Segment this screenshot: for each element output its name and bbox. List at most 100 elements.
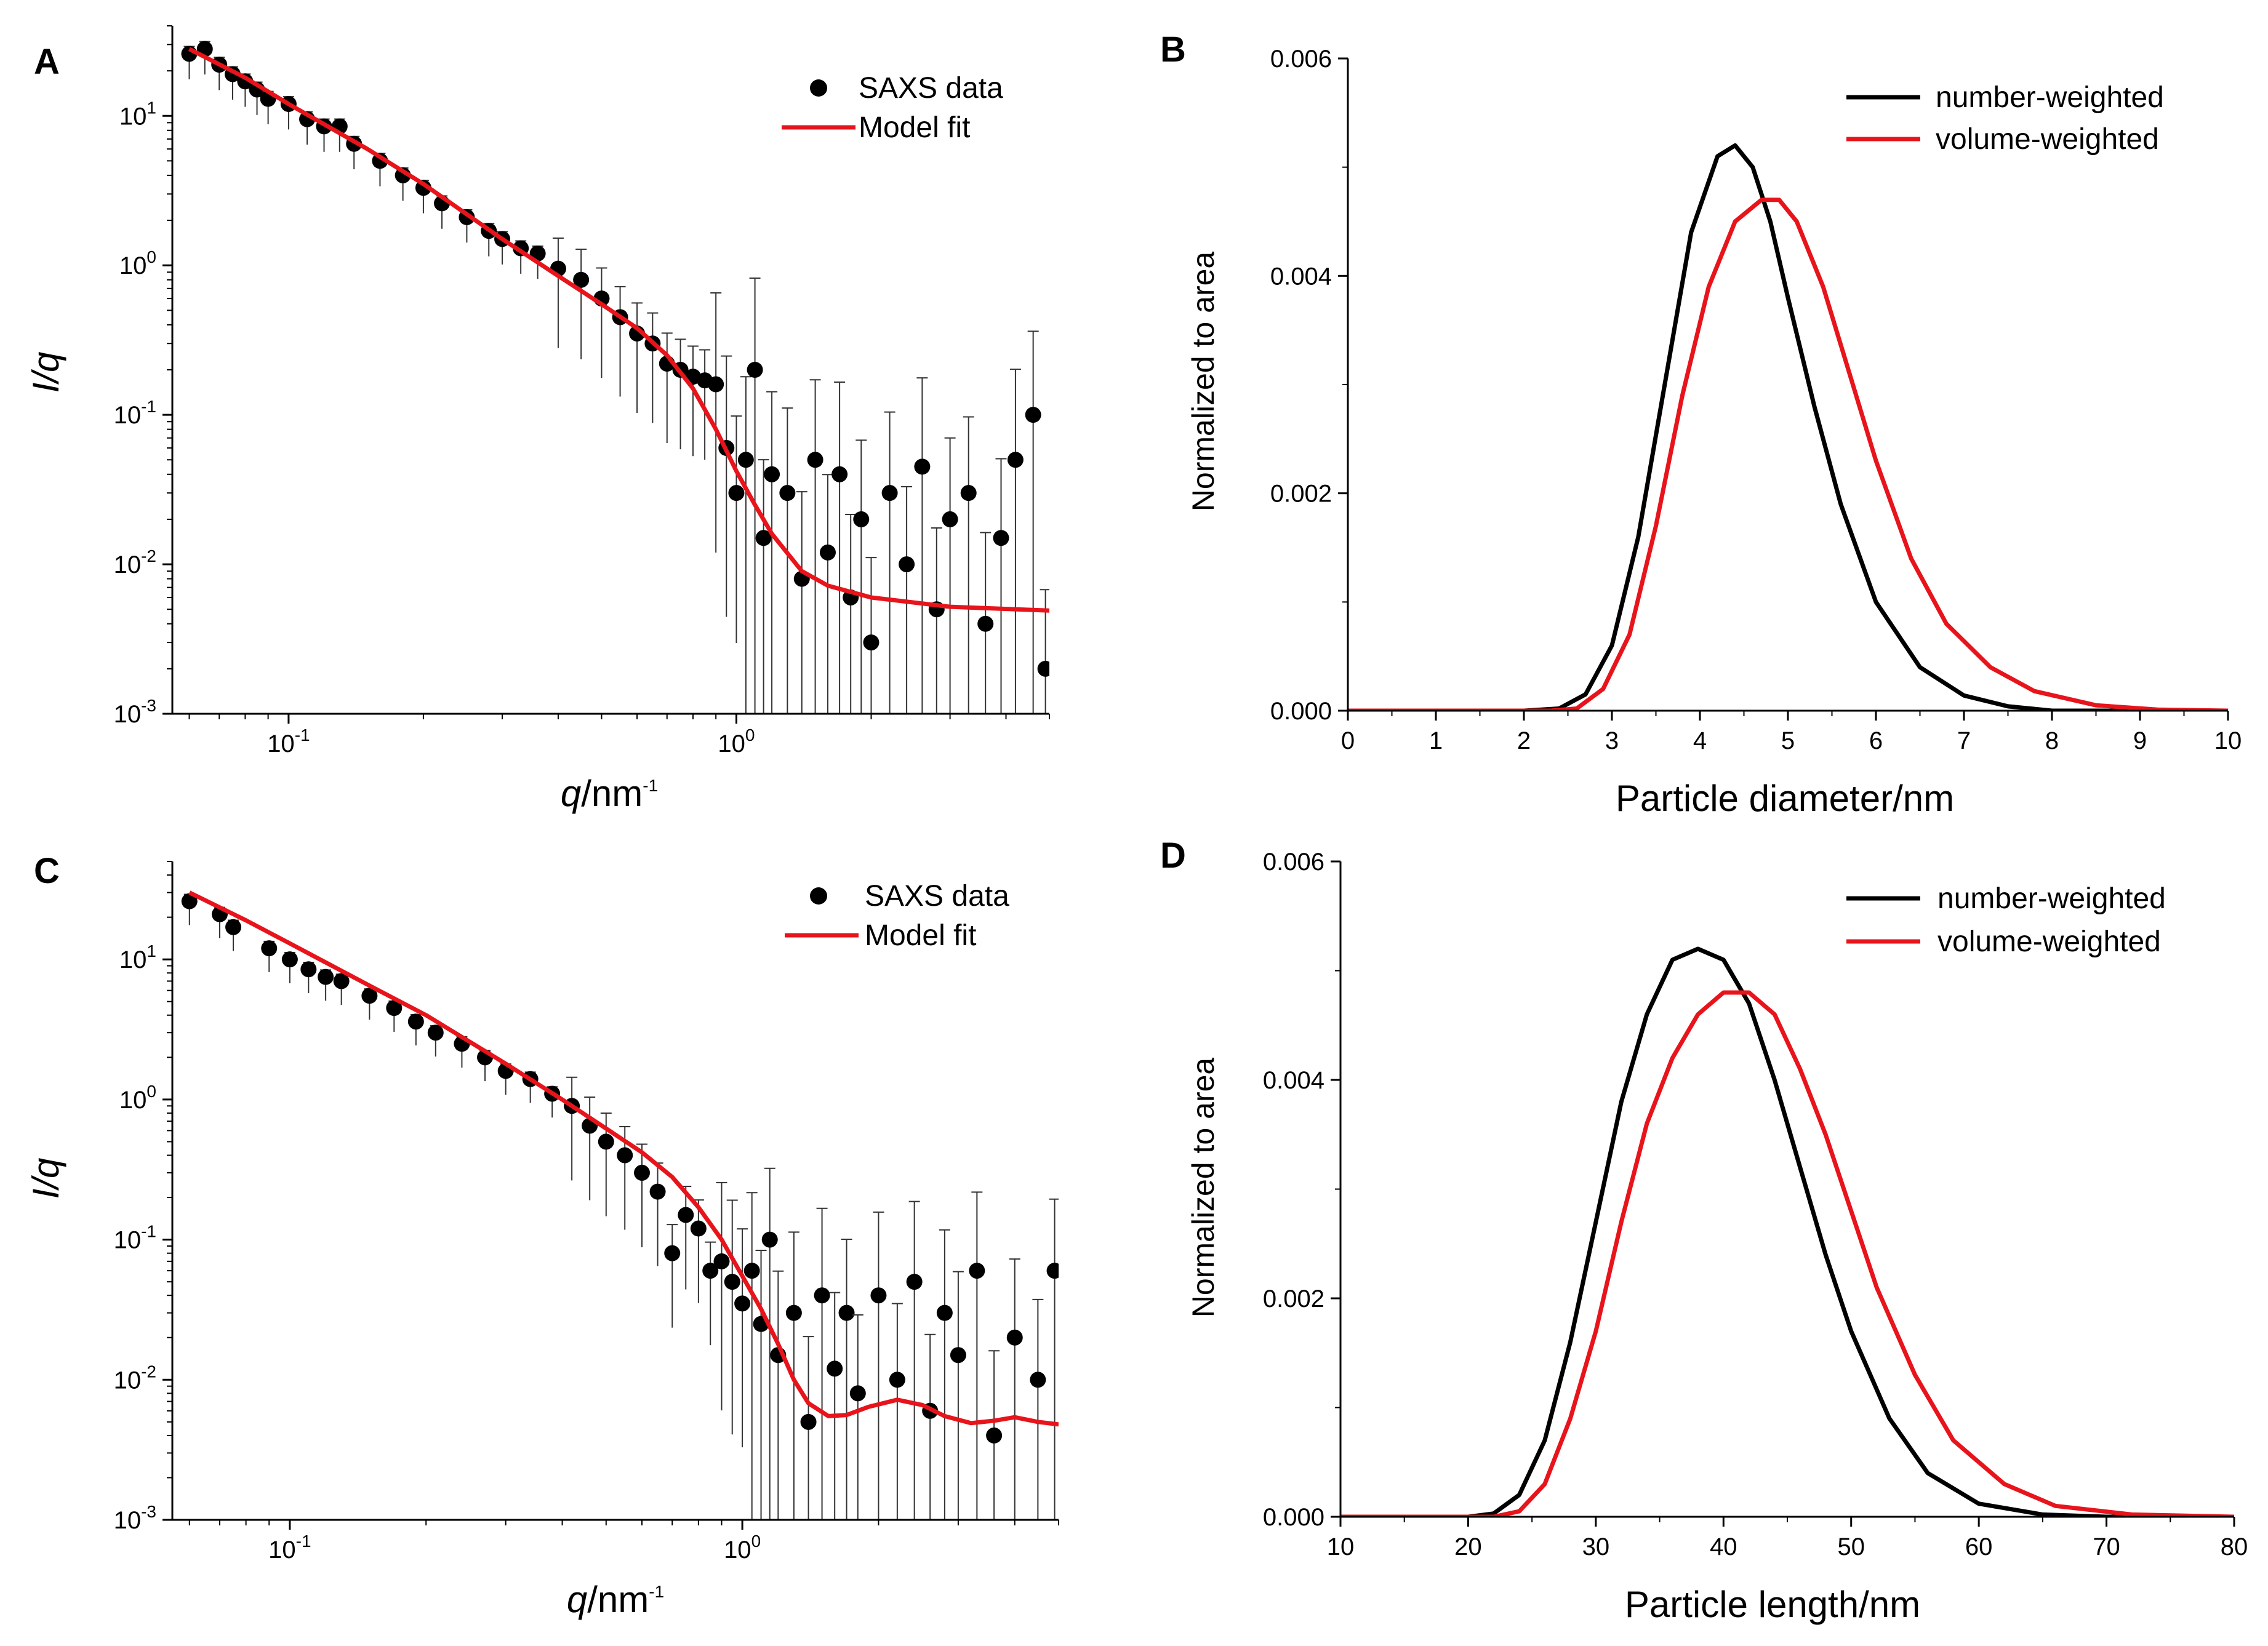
data-point: [181, 893, 198, 909]
plot-area: [1348, 143, 2228, 711]
x-axis-title-d: Particle length/nm: [1625, 1584, 1920, 1625]
x-axis-title-a: q/nm-1: [561, 773, 658, 814]
data-point: [863, 634, 880, 651]
data-point: [617, 1147, 633, 1164]
panel-letter-c: C: [34, 851, 60, 891]
x-tick-label: 100: [718, 725, 755, 757]
data-point: [831, 466, 848, 482]
x-tick-label: 10: [1327, 1533, 1355, 1560]
data-point: [1025, 407, 1041, 423]
data-point: [737, 452, 754, 468]
data-point: [800, 1413, 817, 1430]
data-point: [853, 511, 870, 527]
data-point: [881, 485, 898, 501]
y-tick-label: 0.006: [1270, 46, 1332, 73]
data-point: [1030, 1372, 1046, 1388]
data-point: [633, 1164, 650, 1181]
data-point: [849, 1385, 866, 1402]
legend-a: SAXS data Model fit: [782, 72, 1003, 144]
data-point: [960, 485, 977, 501]
volume-weighted-line: [1348, 198, 2228, 711]
x-tick-label: 9: [2133, 727, 2147, 754]
data-point: [1006, 1329, 1023, 1346]
model-fit-line: [188, 47, 1049, 613]
panel-d: D 10 20 30 40 50 60 70 80 0.000 0.002 0.004 0.006 n…: [1160, 836, 2248, 1625]
data-point: [761, 1231, 778, 1248]
x-tick-label: 60: [1965, 1533, 1993, 1560]
data-point: [598, 1133, 614, 1150]
panel-a: A 10-1 100 10-3 10-2 10-1 100 101 SAXS data Mo…: [25, 25, 1050, 814]
y-axis-title-d: Normalized to area: [1186, 1058, 1220, 1318]
x-axis-title-c: q/nm-1: [567, 1579, 664, 1620]
data-point: [986, 1427, 1003, 1444]
y-tick-label: 10-1: [114, 1222, 156, 1254]
y-tick-label: 10-3: [114, 1502, 156, 1534]
data-point: [743, 1263, 760, 1279]
legend-c: SAXS data Model fit: [785, 880, 1009, 952]
legend-entry-model-fit: Model fit: [865, 919, 976, 952]
y-tick-label: 10-2: [114, 546, 156, 578]
data-point: [1046, 1263, 1059, 1279]
number-weighted-line: [1348, 143, 2228, 711]
panel-letter-b: B: [1160, 30, 1186, 70]
plot-area: [1340, 946, 2234, 1517]
data-point: [747, 362, 763, 378]
x-tick-label: 30: [1582, 1533, 1610, 1560]
x-tick-label: 100: [724, 1532, 761, 1564]
data-point: [838, 1304, 855, 1321]
data-point: [333, 973, 350, 989]
x-tick-label: 5: [1781, 727, 1795, 754]
legend-entry-volume-weighted: volume-weighted: [1936, 123, 2159, 156]
legend-entry-model-fit: Model fit: [859, 111, 970, 144]
y-axis-title-b: Normalized to area: [1186, 252, 1220, 512]
data-point: [300, 961, 317, 978]
model-fit-line: [188, 890, 1059, 1427]
x-tick-label: 8: [2045, 727, 2059, 754]
data-point: [942, 511, 958, 527]
x-tick-label: 80: [2221, 1533, 2248, 1560]
x-tick-label: 3: [1605, 727, 1619, 754]
plot-area: [181, 890, 1059, 1520]
data-point: [702, 1263, 719, 1279]
data-point: [889, 1372, 905, 1388]
y-tick-label: 10-3: [114, 696, 156, 728]
data-point: [407, 1013, 424, 1030]
data-point: [713, 1253, 730, 1269]
data-point: [785, 1304, 802, 1321]
data-point: [814, 1287, 830, 1304]
x-axis-title-b: Particle diameter/nm: [1616, 778, 1954, 819]
legend-entry-volume-weighted: volume-weighted: [1937, 925, 2161, 958]
panel-letter-d: D: [1160, 836, 1186, 876]
y-tick-label: 10-1: [114, 397, 156, 429]
data-point: [779, 485, 796, 501]
y-tick-label: 0.004: [1270, 263, 1332, 290]
data-point: [870, 1287, 887, 1304]
data-point: [573, 271, 590, 288]
data-point: [728, 485, 745, 501]
data-point: [664, 1245, 681, 1261]
y-tick-label: 10-2: [114, 1362, 156, 1394]
y-tick-label: 100: [119, 1082, 156, 1114]
panel-b: B 0 1 2 3 4 5 6 7 8 9 10 0.000 0.002 0.004 0.006 numbe…: [1160, 30, 2242, 819]
x-tick-label: 40: [1710, 1533, 1737, 1560]
y-tick-label: 0.000: [1263, 1504, 1324, 1531]
x-tick-label: 10-1: [267, 725, 310, 757]
x-tick-label: 7: [1957, 727, 1971, 754]
y-tick-label: 0.006: [1263, 849, 1324, 876]
x-tick-label: 0: [1341, 727, 1355, 754]
data-point: [819, 544, 836, 561]
legend-marker: [810, 887, 827, 905]
x-tick-label: 70: [2093, 1533, 2120, 1560]
panel-c: C 10-1 100 10-3 10-2 10-1 100 101 SAXS data Mo…: [25, 851, 1059, 1620]
y-tick-label: 101: [119, 941, 156, 973]
data-point: [734, 1295, 751, 1312]
legend-d: number-weighted volume-weighted: [1846, 882, 2166, 958]
number-weighted-line: [1340, 946, 2234, 1517]
data-point: [708, 376, 724, 393]
data-point: [427, 1025, 444, 1041]
legend-entry-number-weighted: number-weighted: [1936, 81, 2164, 114]
x-tick-label: 50: [1837, 1533, 1865, 1560]
data-point: [899, 556, 915, 573]
data-point: [281, 951, 298, 968]
data-point: [690, 1220, 707, 1237]
